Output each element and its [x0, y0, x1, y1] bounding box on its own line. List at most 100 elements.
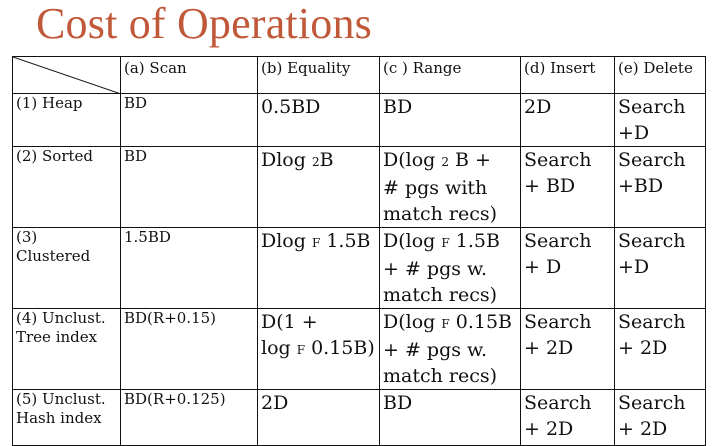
cell-line: Clustered	[16, 247, 117, 266]
log-base-subscript: F	[441, 236, 450, 250]
cell-line: + # pgs w.	[383, 337, 517, 363]
cell-line: + BD	[524, 173, 611, 199]
cell-text: D(log	[383, 311, 442, 333]
cell-text: Search	[618, 96, 686, 118]
cell-line: +D	[618, 120, 702, 146]
cell-line: Search	[618, 229, 702, 255]
cell-line: (1) Heap	[16, 94, 117, 114]
cell-text: BD	[383, 96, 413, 118]
cell-scan: BD(R+0.15)	[120, 308, 258, 390]
cell-insert: Search + 2D	[520, 308, 615, 390]
cell-delete: Search +BD	[614, 146, 706, 228]
cell-text: log	[261, 337, 297, 359]
cell-text: + 2D	[524, 337, 574, 359]
cell-text: B	[319, 149, 334, 171]
cell-text: Search	[524, 311, 592, 333]
cell-line: + 2D	[618, 335, 702, 361]
cell-delete: Search +D	[614, 227, 706, 309]
cell-text: 1.5BD	[124, 228, 171, 247]
log-base-subscript: F	[296, 343, 306, 357]
cell-text: Search	[618, 392, 686, 414]
cell-scan: BD(R+0.125)	[120, 389, 258, 446]
cell-text: 2D	[261, 392, 289, 414]
log-base-subscript: 2	[441, 155, 450, 169]
cell-insert: Search + D	[520, 227, 615, 309]
cell-text: 1.5B	[449, 230, 500, 252]
cell-text: 1.5B	[320, 230, 371, 252]
cell-scan: BD	[120, 93, 258, 147]
cell-line: D(log 2 B +	[383, 148, 517, 176]
cell-text: Dlog	[261, 230, 312, 252]
cell-insert: Search + BD	[520, 146, 615, 228]
cell-text: + # pgs w.	[383, 258, 488, 280]
cell-line: Search	[524, 391, 611, 417]
cell-line: match recs)	[383, 282, 517, 308]
cell-text: +D	[618, 122, 650, 144]
cell-line: + 2D	[524, 416, 611, 442]
cell-line: + 2D	[618, 416, 702, 442]
cell-line: Search	[618, 391, 702, 417]
cell-line: (4) Unclust.	[16, 309, 117, 329]
cell-text: +BD	[618, 175, 664, 197]
cell-text: (1) Heap	[16, 94, 83, 113]
cell-line: Search	[618, 148, 702, 174]
cell-range: BD	[379, 389, 521, 446]
cell-delete: Search +D	[614, 93, 706, 147]
log-base-subscript: 2	[311, 155, 320, 169]
cell-line: +BD	[618, 173, 702, 199]
cell-line: + D	[524, 254, 611, 280]
cell-text: + 2D	[618, 418, 668, 440]
cell-text: Clustered	[16, 247, 91, 265]
cell-text: Hash index	[16, 409, 102, 427]
row-label: (5) Unclust. Hash index	[12, 389, 121, 446]
cell-line: log F 0.15B)	[261, 335, 376, 363]
cell-text: + D	[524, 256, 562, 278]
header-row: (a) Scan (b) Equality (c ) Range (d) Ins…	[12, 56, 706, 94]
cell-line: D(log F 1.5B	[383, 229, 517, 257]
cell-equality: 0.5BD	[257, 93, 380, 147]
cell-text: Search	[618, 311, 686, 333]
table-row-unclust-hash: (5) Unclust. Hash index BD(R+0.125) 2D BD Sea…	[12, 389, 706, 446]
corner-cell	[12, 56, 121, 94]
row-label: (4) Unclust. Tree index	[12, 308, 121, 390]
cell-line: Search	[524, 148, 611, 174]
cell-line: + 2D	[524, 335, 611, 361]
cell-text: Search	[618, 149, 686, 171]
cell-scan: 1.5BD	[120, 227, 258, 309]
cell-text: Tree index	[16, 328, 98, 346]
cell-range: BD	[379, 93, 521, 147]
log-base-subscript: F	[441, 317, 450, 331]
cell-line: match recs)	[383, 201, 517, 227]
cell-text: D(1 +	[261, 311, 318, 333]
header-delete: (e) Delete	[614, 56, 706, 94]
cell-text: BD	[124, 147, 148, 166]
cell-line: + # pgs w.	[383, 256, 517, 282]
cell-text: BD	[383, 392, 413, 414]
header-range: (c ) Range	[379, 56, 521, 94]
row-label: (3) Clustered	[12, 227, 121, 309]
cell-equality: 2D	[257, 389, 380, 446]
cell-text: + 2D	[618, 337, 668, 359]
header-scan: (a) Scan	[120, 56, 258, 94]
cell-text: (4) Unclust.	[16, 309, 106, 328]
cell-range: D(log F 0.15B + # pgs w. match recs)	[379, 308, 521, 390]
cell-range: D(log 2 B + # pgs with match recs)	[379, 146, 521, 228]
cell-line: (5) Unclust.	[16, 391, 117, 410]
cell-text: match recs)	[383, 365, 498, 387]
cell-text: BD(R+0.15)	[124, 309, 217, 328]
cell-text: BD(R+0.125)	[124, 390, 226, 409]
cell-line: (3)	[16, 228, 117, 248]
cell-text: + # pgs w.	[383, 339, 488, 361]
cell-line: +D	[618, 254, 702, 280]
cell-text: (3)	[16, 228, 38, 247]
corner-diagonal	[13, 57, 119, 93]
cell-text: 0.15B)	[305, 337, 375, 359]
cell-text: 2D	[524, 96, 552, 118]
cell-line: Search	[524, 229, 611, 255]
cell-equality: Dlog F 1.5B	[257, 227, 380, 309]
cell-text: Dlog	[261, 149, 312, 171]
cell-text: B +	[449, 149, 491, 171]
cell-insert: Search + 2D	[520, 389, 615, 446]
cell-text: # pgs with	[383, 177, 488, 199]
